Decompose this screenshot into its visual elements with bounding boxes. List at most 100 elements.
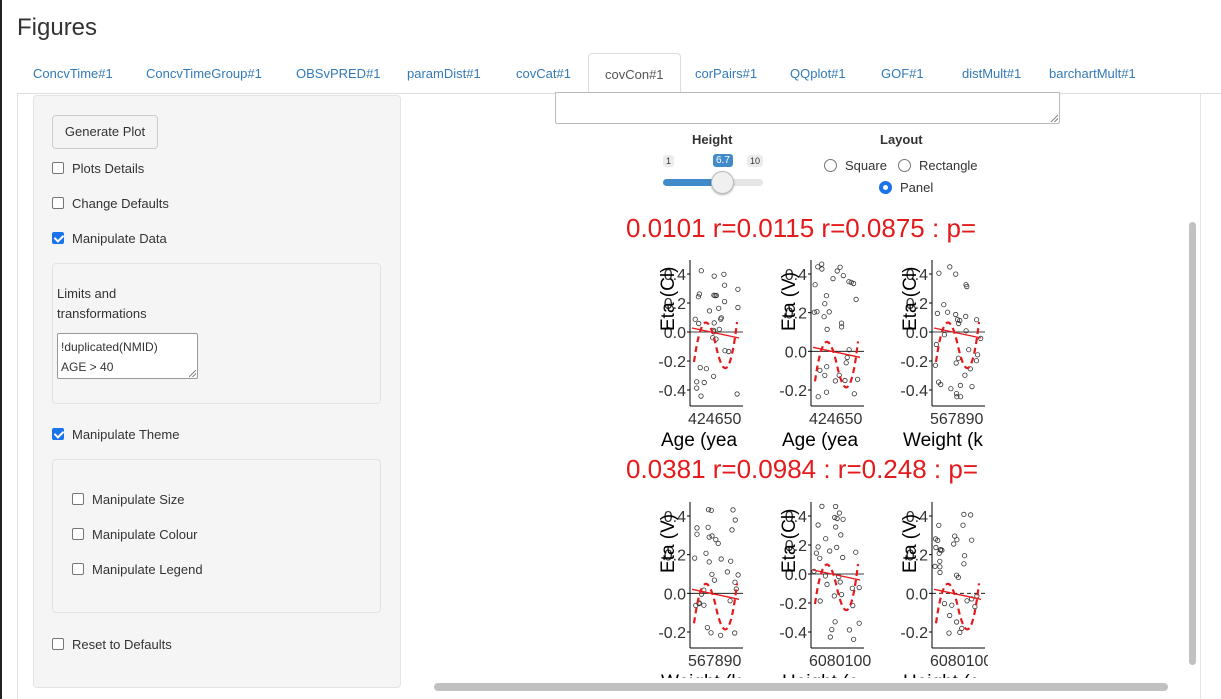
data-point <box>974 352 981 358</box>
data-point <box>932 563 938 569</box>
window-edge <box>0 0 2 699</box>
data-point <box>817 598 823 604</box>
checkbox-box[interactable] <box>72 528 84 540</box>
tab-conc-v-time[interactable]: ConcvTime#1 <box>33 66 113 81</box>
tab-cov-cat[interactable]: covCat#1 <box>516 66 571 81</box>
data-point <box>973 358 980 364</box>
data-point <box>967 512 974 518</box>
x-tick-label: 6080100 <box>809 653 871 670</box>
change-defaults-checkbox[interactable]: Change Defaults <box>52 194 169 212</box>
data-point <box>815 522 821 528</box>
generate-plot-button[interactable]: Generate Plot <box>52 115 158 149</box>
data-point <box>730 507 736 513</box>
tab-cor-pairs[interactable]: corPairs#1 <box>695 66 758 81</box>
manipulate-theme-checkbox[interactable]: Manipulate Theme <box>52 425 179 443</box>
data-point <box>952 533 958 539</box>
radio-button[interactable] <box>879 180 892 194</box>
data-point <box>855 376 861 382</box>
data-point <box>735 304 741 311</box>
data-point <box>732 579 738 585</box>
data-point <box>706 559 712 565</box>
data-point <box>856 584 862 591</box>
data-point <box>732 630 738 636</box>
limits-textarea[interactable]: !duplicated(NMID) AGE > 40 <box>57 333 198 379</box>
resize-handle[interactable] <box>189 370 196 377</box>
data-point <box>819 261 825 267</box>
data-point <box>839 591 845 598</box>
manipulate-legend-checkbox[interactable]: Manipulate Legend <box>72 560 203 578</box>
data-point <box>732 517 738 523</box>
height-label: Height <box>692 132 733 147</box>
tab-qq-plot[interactable]: QQplot#1 <box>790 66 846 81</box>
layout-radio-square[interactable]: Square <box>824 157 887 173</box>
data-point <box>735 286 741 292</box>
data-point <box>957 317 963 324</box>
data-point <box>856 620 862 626</box>
data-point <box>696 320 702 327</box>
tab-dist-mult[interactable]: distMult#1 <box>962 66 1022 81</box>
data-point <box>957 629 963 635</box>
plot-options-textarea[interactable] <box>555 92 1060 124</box>
height-slider-handle[interactable] <box>711 171 734 194</box>
y-axis-label: Eta (V) <box>900 514 921 573</box>
data-point <box>716 326 722 332</box>
data-point <box>722 282 728 288</box>
data-point <box>846 627 852 633</box>
data-point <box>843 360 849 366</box>
data-point <box>947 612 953 619</box>
resize-handle[interactable] <box>1051 115 1058 122</box>
data-point <box>934 310 940 317</box>
layout-radio-panel[interactable]: Panel <box>879 179 933 195</box>
tab-param-dist[interactable]: paramDist#1 <box>407 66 481 81</box>
data-point <box>840 516 846 522</box>
x-tick-label: 567890 <box>930 411 983 428</box>
vertical-scrollbar-thumb[interactable] <box>1189 222 1196 665</box>
data-point <box>705 507 712 513</box>
radio-button[interactable] <box>898 158 911 172</box>
data-point <box>953 391 960 397</box>
reset-defaults-checkbox[interactable]: Reset to Defaults <box>52 635 172 653</box>
manipulate-colour-checkbox[interactable]: Manipulate Colour <box>72 525 198 543</box>
y-tick-label: -0.2 <box>779 596 807 613</box>
checkbox-box[interactable] <box>52 162 64 174</box>
y-tick-label: 0.2 <box>664 548 686 565</box>
data-point <box>937 569 943 576</box>
data-point <box>937 558 943 564</box>
data-point <box>834 268 840 274</box>
tab-cov-con[interactable]: covCon#1 <box>588 53 681 95</box>
tab-barchart-mult[interactable]: barchartMult#1 <box>1049 66 1136 81</box>
checkbox-box[interactable] <box>72 563 84 575</box>
data-point <box>949 602 955 608</box>
data-point <box>815 264 821 270</box>
data-point <box>853 549 859 555</box>
plots-details-checkbox[interactable]: Plots Details <box>52 159 144 177</box>
data-point <box>823 293 829 299</box>
manipulate-data-checkbox[interactable]: Manipulate Data <box>52 229 167 247</box>
checkbox-box[interactable] <box>52 232 64 244</box>
horizontal-scrollbar-thumb[interactable] <box>434 683 1168 691</box>
data-point <box>963 313 969 320</box>
data-point <box>936 270 942 276</box>
limits-line: AGE > 40 <box>61 360 114 374</box>
data-point <box>819 503 825 509</box>
checkbox-box[interactable] <box>52 428 64 440</box>
checkbox-box[interactable] <box>52 197 64 209</box>
tab-obs-v-pred[interactable]: OBSvPRED#1 <box>296 66 381 81</box>
data-point <box>969 537 975 543</box>
y-tick-label: 0.0 <box>664 325 686 342</box>
tab-conc-v-time-group[interactable]: ConcvTimeGroup#1 <box>146 66 262 81</box>
radio-button[interactable] <box>824 158 837 172</box>
data-point <box>946 630 952 636</box>
data-point <box>711 373 717 379</box>
checkbox-box[interactable] <box>52 638 64 650</box>
data-point <box>692 316 698 322</box>
data-point <box>706 308 713 314</box>
data-point <box>819 266 825 272</box>
data-point <box>961 511 967 517</box>
manipulate-size-checkbox[interactable]: Manipulate Size <box>72 490 185 508</box>
tab-gof[interactable]: GOF#1 <box>881 66 924 81</box>
checkbox-box[interactable] <box>72 493 84 505</box>
data-point <box>966 347 972 353</box>
layout-radio-rectangle[interactable]: Rectangle <box>898 157 978 173</box>
data-point <box>938 381 944 388</box>
